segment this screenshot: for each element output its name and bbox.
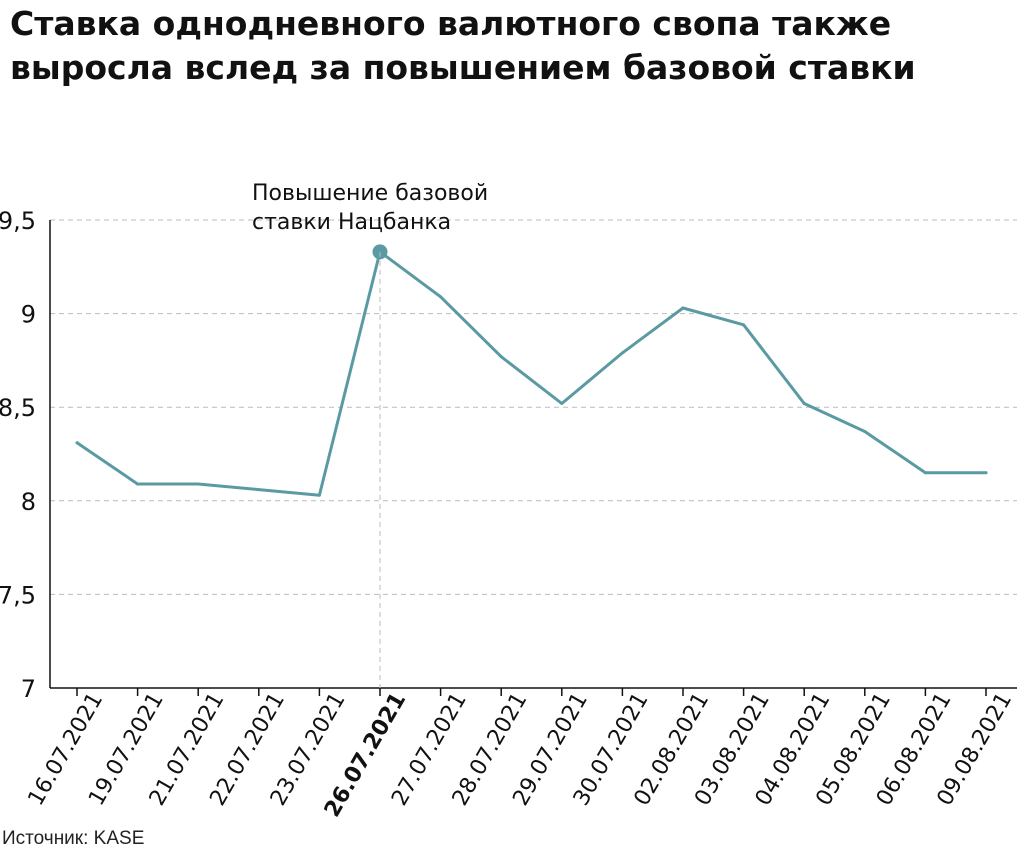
y-tick-label: 9,5 <box>0 207 36 235</box>
y-tick-label: 7 <box>21 675 36 703</box>
annotation-text-line: ставки Нацбанка <box>252 210 451 235</box>
data-point <box>742 323 746 327</box>
data-point <box>196 482 200 486</box>
grid-layer <box>50 219 1017 595</box>
data-point <box>439 295 443 299</box>
y-tick-label: 7,5 <box>0 581 36 609</box>
chart-title: Ставка однодневного валютного свопа такж… <box>10 2 1010 90</box>
y-tick-label: 8,5 <box>0 394 36 422</box>
data-point <box>499 355 503 359</box>
data-point <box>802 401 806 405</box>
data-point <box>560 401 564 405</box>
data-point <box>863 430 867 434</box>
data-point <box>620 351 624 355</box>
series-layer <box>75 244 988 497</box>
y-tick-label: 9 <box>21 301 36 329</box>
annotation-text-line: Повышение базовой <box>252 181 488 206</box>
data-point <box>923 471 927 475</box>
annotation-layer: Повышение базовой ставки Нацбанка <box>252 181 488 688</box>
series-line <box>75 250 988 497</box>
y-tick-label: 8 <box>21 488 36 516</box>
chart-title-line-2: выросла вслед за повышением базовой став… <box>10 48 916 87</box>
data-point <box>257 488 261 492</box>
data-point <box>681 306 685 310</box>
data-point <box>984 471 988 475</box>
data-point <box>75 441 79 445</box>
axis-layer <box>49 220 1017 696</box>
data-point <box>136 482 140 486</box>
label-layer: 77,588,599,516.07.202119.07.202121.07.20… <box>0 207 1017 822</box>
chart-title-line-1: Ставка однодневного валютного свопа такж… <box>10 4 892 43</box>
data-point <box>317 493 321 497</box>
source-note: Источник: KASE <box>2 828 145 849</box>
